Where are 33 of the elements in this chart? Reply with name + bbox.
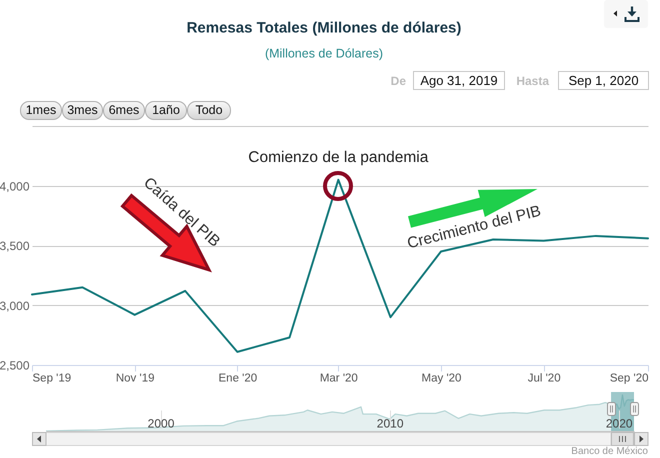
- x-tick-label: Sep '19: [32, 372, 72, 384]
- x-tick-label: Sep '20: [610, 372, 648, 384]
- chart-subtitle: (Millones de Dólares): [264, 46, 384, 60]
- text: De: [390, 74, 406, 88]
- range-button[interactable]: 1mes: [20, 101, 62, 120]
- text: Hasta: [516, 74, 549, 88]
- date-field[interactable]: Ago 31, 2019: [413, 71, 505, 90]
- x-tick-label: Ene '20: [218, 372, 258, 384]
- slider-handle[interactable]: [606, 402, 616, 416]
- line-series: [31, 178, 649, 353]
- chart-title: Remesas Totales (Millones de dólares): [186, 20, 462, 36]
- annotation: Comienzo de la pandemia: [248, 148, 429, 166]
- x-tick-label: 2000: [148, 416, 175, 430]
- y-tick-label: 3,500: [0, 239, 30, 253]
- left-arrow-button[interactable]: [32, 432, 46, 446]
- text: Banco de México: [571, 446, 648, 458]
- x-tick-label: Jul '20: [528, 372, 561, 384]
- y-tick-label: 2,500: [0, 358, 30, 372]
- x-tick-label: Nov '19: [116, 372, 154, 384]
- x-tick-label: 2010: [376, 416, 404, 430]
- date-field[interactable]: Sep 1, 2020: [558, 71, 649, 90]
- range-button[interactable]: Todo: [187, 101, 231, 120]
- x-tick-label: May '20: [422, 372, 462, 384]
- y-tick-label: 4,000: [0, 179, 30, 194]
- range-button[interactable]: 6mes: [103, 101, 145, 120]
- range-button[interactable]: 1año: [145, 101, 187, 120]
- y-tick-label: 3,000: [0, 298, 30, 313]
- download-icon[interactable]: [604, 0, 648, 28]
- range-button[interactable]: 3mes: [62, 101, 103, 120]
- scrollbar-thumb[interactable]: [611, 432, 634, 446]
- right-arrow-button[interactable]: [634, 432, 648, 446]
- x-tick-label: Mar '20: [320, 372, 358, 384]
- slider-handle[interactable]: [630, 402, 638, 416]
